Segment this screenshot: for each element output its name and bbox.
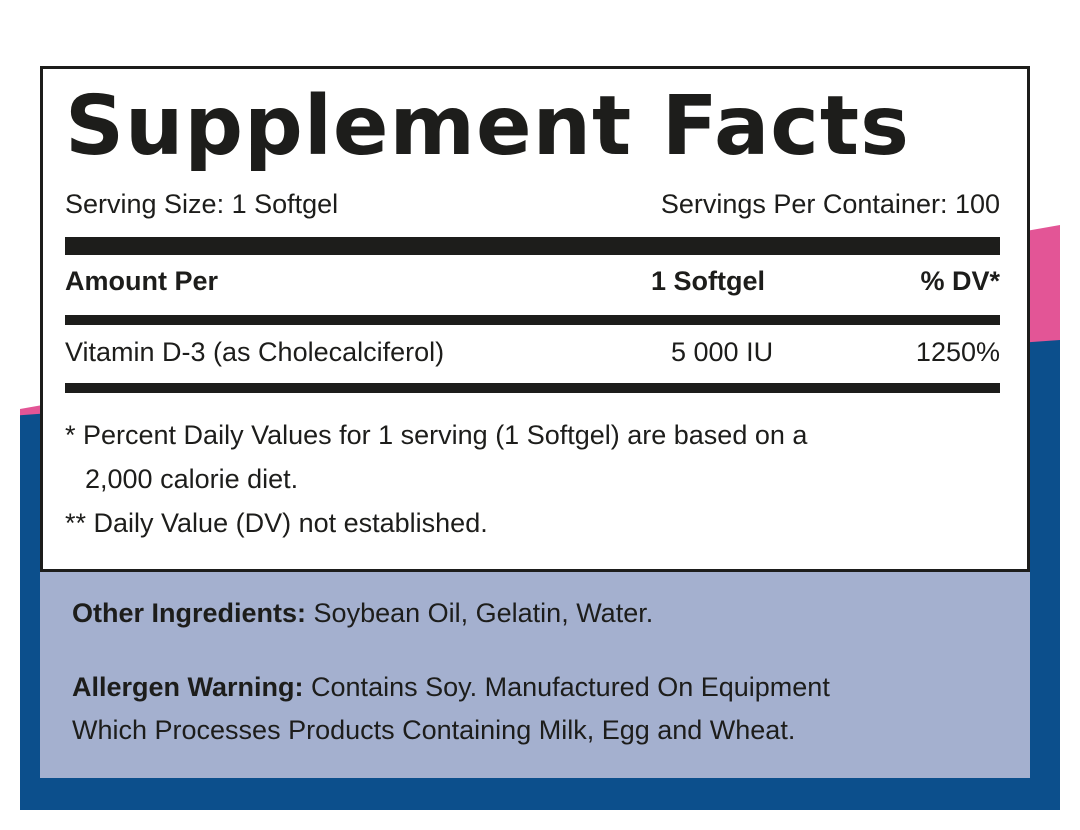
table-row: Vitamin D-3 (as Cholecalciferol) 5 000 I… [65, 337, 1000, 373]
supplement-facts-panel: Supplement Facts Serving Size: 1 Softgel… [40, 66, 1030, 572]
other-ingredients: Other Ingredients: Soybean Oil, Gelatin,… [72, 592, 990, 635]
servings-per-container: Servings Per Container: 100 [660, 189, 1000, 219]
nutrient-amount: 5 000 IU [671, 337, 774, 367]
percent-dv-footnote-line1: * Percent Daily Values for 1 serving (1 … [65, 420, 808, 450]
header-amount-per: Amount Per [65, 266, 219, 296]
percent-dv-footnote-line2: 2,000 calorie diet. [85, 464, 299, 494]
serving-info-row: Serving Size: 1 Softgel Servings Per Con… [65, 189, 1000, 225]
supplement-facts-title: Supplement Facts [65, 79, 910, 174]
allergen-warning-label: Allergen Warning: [72, 672, 304, 702]
table-header-row: Amount Per 1 Softgel % DV* [65, 266, 1000, 302]
other-ingredients-text: Soybean Oil, Gelatin, Water. [313, 598, 654, 628]
row-divider [65, 383, 1000, 393]
percent-dv-footnote: * Percent Daily Values for 1 serving (1 … [65, 413, 1000, 545]
header-serving: 1 Softgel [651, 266, 766, 296]
other-ingredients-label: Other Ingredients: [72, 598, 307, 628]
ingredients-panel: Other Ingredients: Soybean Oil, Gelatin,… [40, 572, 1030, 778]
header-divider [65, 315, 1000, 325]
serving-size: Serving Size: 1 Softgel [65, 189, 339, 219]
nutrient-dv: 1250% [915, 337, 1000, 367]
allergen-warning: Allergen Warning: Contains Soy. Manufact… [72, 666, 902, 752]
allergen-warning-text: Contains Soy. Manufactured On Equipment … [72, 672, 830, 745]
header-dv: % DV* [920, 266, 1000, 296]
thick-divider [65, 237, 1000, 255]
dv-not-established-footnote: ** Daily Value (DV) not established. [65, 508, 488, 538]
nutrient-name: Vitamin D-3 (as Cholecalciferol) [65, 337, 445, 367]
